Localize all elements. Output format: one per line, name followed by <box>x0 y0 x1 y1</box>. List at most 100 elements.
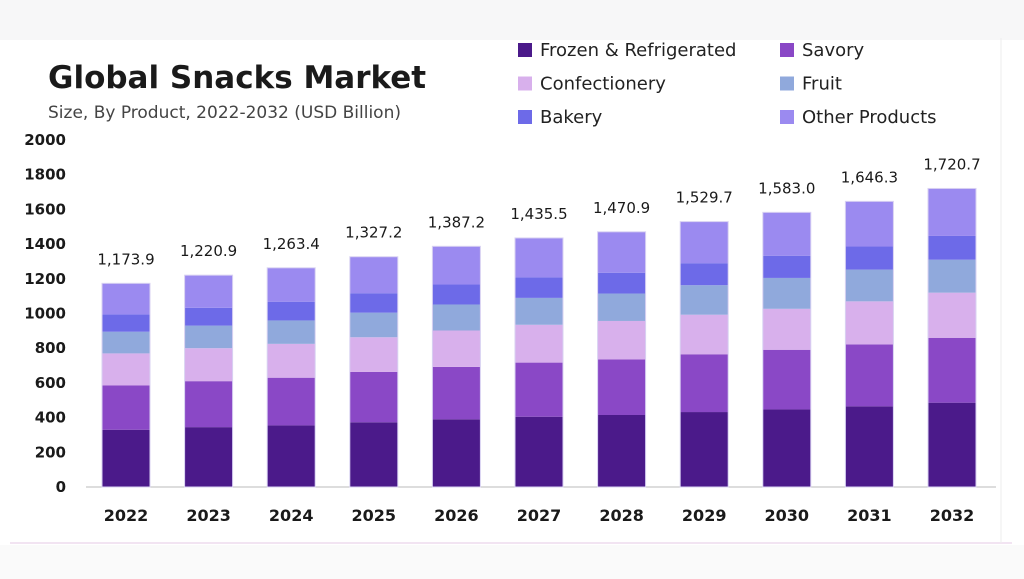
x-tick-label: 2030 <box>765 506 810 525</box>
bar-segment <box>928 402 976 487</box>
bar-segment <box>267 320 316 344</box>
bar-segment <box>515 362 563 417</box>
bar-segment <box>515 277 563 298</box>
y-tick-label: 0 <box>56 478 66 496</box>
x-tick-label: 2029 <box>682 506 727 525</box>
legend-label: Frozen & Refrigerated <box>540 40 736 61</box>
bar-segment <box>349 371 398 423</box>
total-label: 1,470.9 <box>593 199 650 217</box>
legend-label: Other Products <box>802 107 937 128</box>
bar-segment <box>680 285 729 315</box>
bar-segment <box>102 314 150 332</box>
legend-swatch <box>780 43 794 57</box>
y-tick-label: 1000 <box>24 305 66 323</box>
x-tick-label: 2032 <box>930 506 975 525</box>
legend-label: Fruit <box>802 74 842 95</box>
x-tick-label: 2026 <box>434 506 479 525</box>
bar-segment <box>432 419 481 487</box>
x-tick-label: 2024 <box>269 506 314 525</box>
bar-segment <box>762 349 811 410</box>
bar-segment <box>267 425 316 487</box>
total-label: 1,583.0 <box>758 179 815 197</box>
bar-segment <box>928 259 976 293</box>
bar-segment <box>432 366 481 420</box>
bar-segment <box>349 256 398 294</box>
bar-segment <box>184 275 233 308</box>
bar-outline <box>927 187 977 488</box>
bar-segment <box>349 312 398 338</box>
y-tick-label: 200 <box>35 443 66 461</box>
bar-outline <box>266 267 316 488</box>
bar-segment <box>597 359 646 415</box>
bar-outline <box>349 256 399 488</box>
bar-segment <box>349 293 398 313</box>
y-tick-label: 1600 <box>24 200 66 218</box>
bar-segment <box>184 381 233 428</box>
x-tick-label: 2022 <box>104 506 149 525</box>
bar-outline <box>514 237 564 488</box>
bar-segment <box>267 377 316 426</box>
bar-outline <box>101 282 151 488</box>
bar-segment <box>680 263 729 286</box>
bar-segment <box>928 188 976 236</box>
legend-label: Bakery <box>540 107 603 128</box>
total-label: 1,220.9 <box>180 242 237 260</box>
y-tick-label: 400 <box>35 409 66 427</box>
y-tick-label: 2000 <box>24 131 66 149</box>
bar-segment <box>267 267 316 302</box>
y-tick-label: 600 <box>35 374 66 392</box>
bar-segment <box>762 255 811 278</box>
bar-segment <box>762 277 811 309</box>
y-axis: 0 200 400 600 800 1000 1200 1400 1600 1800 2000 <box>24 131 996 496</box>
bar-segment <box>432 284 481 305</box>
bar-segment <box>515 324 563 363</box>
bar-segment <box>680 412 729 487</box>
bar-segment <box>349 422 398 487</box>
total-label: 1,529.7 <box>676 189 733 207</box>
bar-segment <box>845 269 894 302</box>
bar-segment <box>102 331 150 354</box>
bar-outline <box>679 221 729 488</box>
bar-segment <box>432 304 481 331</box>
x-tick-label: 2031 <box>847 506 892 525</box>
bar-segment <box>597 414 646 487</box>
bar-segment <box>597 272 646 294</box>
bar-segment <box>267 343 316 378</box>
bars <box>101 187 977 488</box>
bar-segment <box>845 201 894 247</box>
legend-label: Confectionery <box>540 74 666 95</box>
chart-title: Global Snacks Market <box>48 60 426 96</box>
legend-swatch <box>518 43 532 57</box>
x-tick-label: 2028 <box>599 506 644 525</box>
bar-segment <box>184 348 233 382</box>
bar-segment <box>597 320 646 360</box>
chart-subtitle: Size, By Product, 2022-2032 (USD Billion… <box>48 103 401 123</box>
bar-segment <box>102 283 150 315</box>
bar-segment <box>762 308 811 350</box>
bar-segment <box>515 237 563 278</box>
legend-label: Savory <box>802 40 865 61</box>
total-label: 1,435.5 <box>510 205 567 223</box>
bar-segment <box>762 409 811 487</box>
y-tick-label: 1200 <box>24 270 66 288</box>
total-label: 1,327.2 <box>345 224 402 242</box>
bar-segment <box>102 429 150 487</box>
bar-outline <box>844 200 894 488</box>
bar-outline <box>184 274 234 488</box>
x-axis: 2022 2023 2024 2025 2026 2027 2028 2029 2030 2031… <box>104 506 975 525</box>
bar-segment <box>845 406 894 487</box>
x-tick-label: 2025 <box>352 506 397 525</box>
bar-outline <box>762 211 812 488</box>
bar-segment <box>515 416 563 487</box>
legend-swatch <box>518 110 532 124</box>
bar-segment <box>184 307 233 326</box>
bar-segment <box>680 354 729 413</box>
bar-segment <box>845 344 894 407</box>
x-tick-label: 2023 <box>186 506 231 525</box>
bar-segment <box>928 337 976 403</box>
legend-swatch <box>780 110 794 124</box>
total-label: 1,720.7 <box>923 155 980 173</box>
total-label: 1,387.2 <box>428 213 485 231</box>
y-tick-label: 800 <box>35 339 66 357</box>
